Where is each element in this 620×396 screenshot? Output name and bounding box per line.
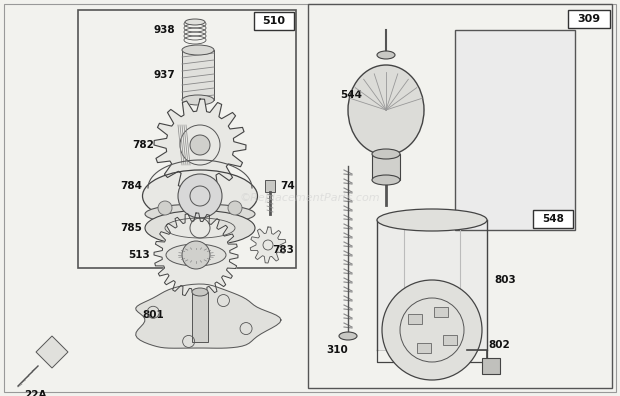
Text: 544: 544 [340,90,362,100]
Text: 782: 782 [132,140,154,150]
Ellipse shape [339,332,357,340]
Text: ©ReplacementParts.com: ©ReplacementParts.com [240,193,380,203]
Ellipse shape [372,149,400,159]
Text: 548: 548 [542,214,564,224]
Text: 22A: 22A [24,390,46,396]
Ellipse shape [377,209,487,231]
Polygon shape [136,284,281,348]
Ellipse shape [377,51,395,59]
Polygon shape [36,336,68,368]
Text: 803: 803 [494,275,516,285]
Text: 785: 785 [120,223,142,233]
Bar [435,307,448,317]
Circle shape [182,241,210,269]
Text: 510: 510 [262,16,285,26]
Text: 74: 74 [280,181,294,191]
Polygon shape [154,213,238,297]
Bar [372,154,400,180]
Ellipse shape [166,244,226,266]
Bar [482,358,500,374]
Text: 938: 938 [153,25,175,35]
Text: 784: 784 [120,181,142,191]
Circle shape [178,174,222,218]
Text: 309: 309 [577,14,601,24]
Ellipse shape [348,65,424,155]
Ellipse shape [143,170,257,222]
Bar [455,30,575,230]
Text: 513: 513 [128,250,150,260]
Bar [568,10,610,28]
Ellipse shape [182,45,214,55]
Bar [192,292,208,342]
Bar [377,220,487,350]
Bar [182,50,214,100]
Ellipse shape [192,288,208,296]
Circle shape [190,135,210,155]
Ellipse shape [145,204,255,224]
Circle shape [228,201,242,215]
Text: 937: 937 [154,70,175,80]
Circle shape [382,280,482,380]
Bar [254,12,294,30]
Ellipse shape [145,211,255,246]
Polygon shape [250,227,286,263]
Text: 310: 310 [326,345,348,355]
Circle shape [158,201,172,215]
Text: 801: 801 [142,310,164,320]
Ellipse shape [185,19,205,25]
Text: 802: 802 [488,340,510,350]
Bar [78,10,296,268]
Bar [533,210,573,228]
Ellipse shape [372,175,400,185]
Ellipse shape [182,95,214,105]
Bar [417,343,431,353]
Bar [443,335,456,345]
Text: 783: 783 [272,245,294,255]
Bar [265,180,275,192]
Bar [408,314,422,324]
Polygon shape [154,99,246,191]
Bar [308,4,612,388]
